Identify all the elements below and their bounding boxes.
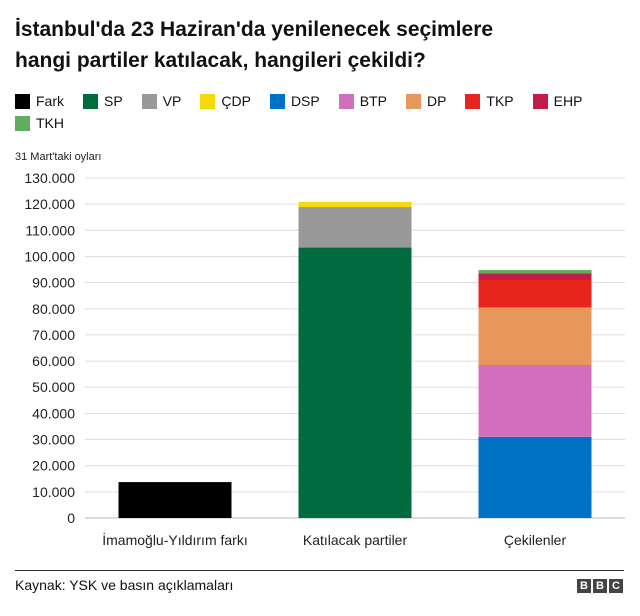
legend-swatch [465,93,481,109]
legend-swatch [15,93,30,109]
legend-label: TKH [36,115,64,131]
x-tick-label: İmamoğlu-Yıldırım farkı [102,531,247,548]
legend: Fark SP VP ÇDP DSP BTP DP TKP EHP TKH [15,92,625,132]
x-tick-label: Çekilenler [504,532,567,548]
legend-swatch [405,93,421,109]
footer-divider [15,570,624,571]
bar-chart: 31 Mart'taki oyları 0 10.000 20.000 30.000 4… [15,151,625,548]
y-tick-label: 100.000 [24,248,75,264]
bars [118,201,592,519]
legend-item-0: Fark [15,92,64,110]
y-tick-label: 80.000 [32,301,75,317]
bar-segment-DP [478,307,592,365]
y-tick-label: 0 [67,510,75,526]
y-axis-label: 31 Mart'taki oyları [15,151,101,163]
legend-swatch [532,93,548,109]
bbc-logo-letter-1: B [577,579,591,593]
bar-segment-ÇDP [298,201,412,208]
y-tick-label: 50.000 [32,379,75,395]
legend-item-5: BTP [338,92,387,110]
legend-swatch [338,93,354,109]
legend-item-7: TKP [465,92,514,110]
legend-label: DP [426,93,447,109]
bbc-logo-letter-3: C [609,579,623,593]
legend-label: TKP [486,93,514,109]
bar-segment-TKP [478,280,592,308]
y-axis-ticks: 0 10.000 20.000 30.000 40.000 50.000 60.000 70.… [24,170,75,526]
legend-label: SP [104,93,123,109]
y-tick-label: 30.000 [32,432,75,448]
legend-swatch [83,93,98,109]
bar-segment-DSP [478,436,592,518]
x-axis-ticks: İmamoğlu-Yıldırım farkı Katılacak partile… [102,531,566,548]
legend-swatch [269,93,285,109]
legend-label: BTP [359,93,387,109]
bar-segment-SP [298,247,412,519]
legend-item-8: EHP [532,92,583,110]
y-tick-label: 120.000 [24,196,75,212]
source-note: Kaynak: YSK ve basın açıklamaları [15,577,234,593]
y-tick-label: 20.000 [32,458,75,474]
legend-label: Fark [36,93,64,109]
y-tick-label: 110.000 [25,222,75,238]
bar-segment-TKH [478,270,592,274]
legend-item-2: VP [141,92,182,110]
chart-title-line-2: hangi partiler katılacak, hangileri çeki… [15,49,426,72]
y-tick-label: 60.000 [32,353,75,369]
y-tick-label: 70.000 [32,327,75,343]
legend-item-6: DP [405,92,447,110]
y-tick-label: 40.000 [32,405,75,421]
y-tick-label: 130.000 [24,170,75,186]
y-tick-label: 90.000 [32,275,75,291]
legend-swatch [141,93,157,109]
legend-label: VP [162,93,182,109]
legend-swatch [200,93,216,109]
bar-segment-EHP [478,273,592,280]
legend-label: EHP [553,93,583,109]
legend-item-1: SP [83,92,123,110]
legend-item-3: ÇDP [200,92,251,110]
x-tick-label: Katılacak partiler [303,532,408,548]
legend-label: DSP [290,93,320,109]
y-tick-label: 10.000 [32,484,75,500]
chart-title-line-1: İstanbul'da 23 Haziran'da yenilenecek se… [15,18,494,41]
chart-title: İstanbul'da 23 Haziran'da yenilenecek se… [15,14,625,76]
legend-item-9: TKH [15,114,64,132]
bbc-logo: B B C [577,579,623,593]
legend-label: ÇDP [221,93,251,109]
legend-swatch [15,115,30,131]
bar-segment-Fark [118,482,232,518]
bar-segment-BTP [478,365,592,437]
bar-segment-VP [298,207,412,248]
bbc-logo-letter-2: B [593,579,607,593]
chart-area: 31 Mart'taki oyları 0 10.000 20.000 30.000 4… [0,140,640,560]
legend-item-4: DSP [269,92,320,110]
